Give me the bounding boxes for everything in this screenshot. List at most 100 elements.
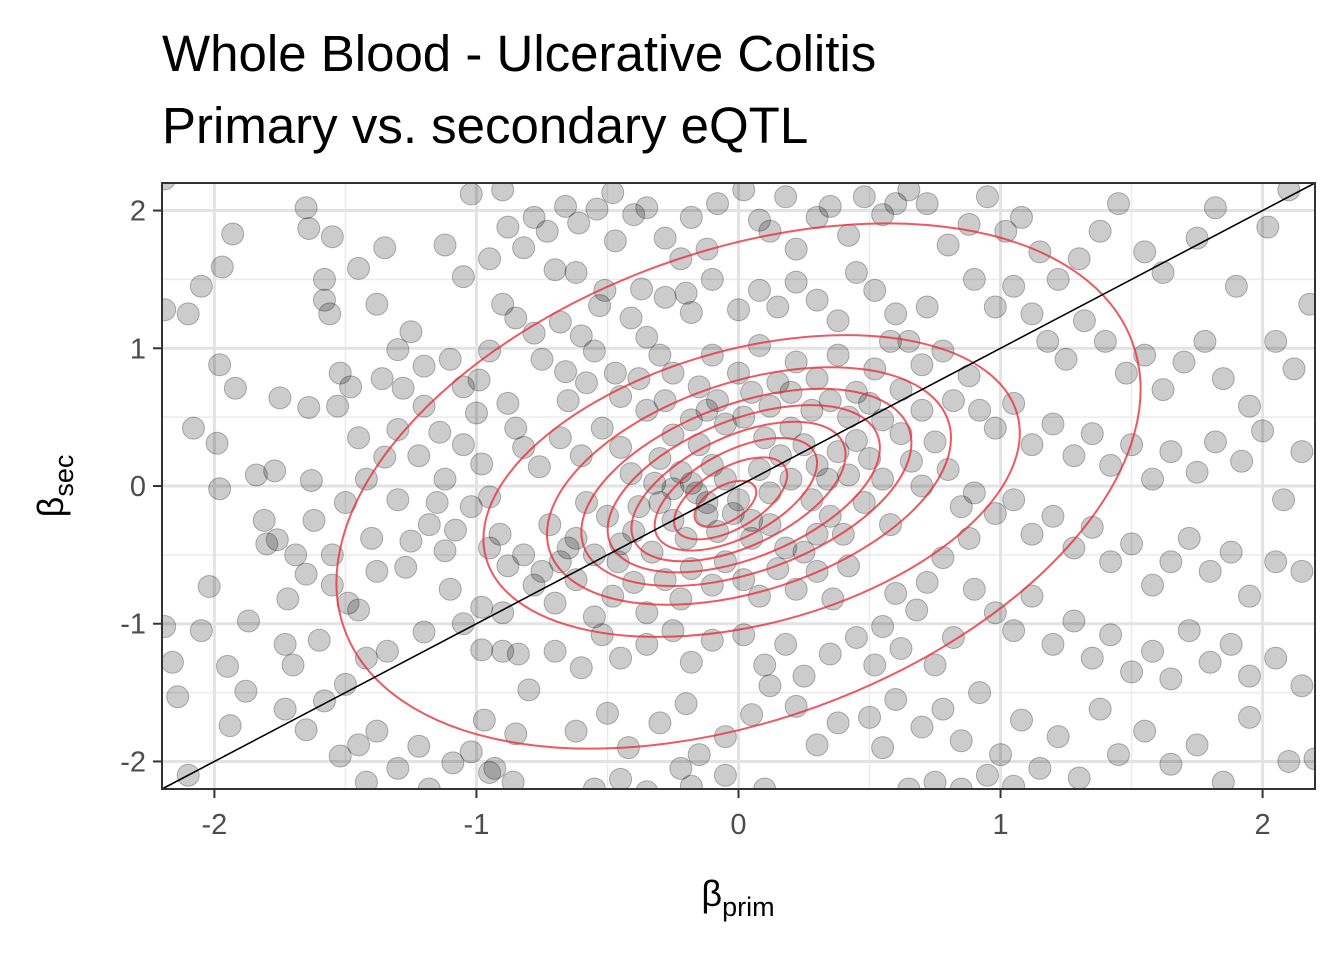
data-point	[949, 777, 973, 789]
data-point	[1020, 433, 1044, 457]
data-point	[1159, 440, 1183, 464]
data-point	[910, 398, 934, 422]
data-point	[941, 389, 965, 413]
data-point	[470, 595, 494, 619]
data-point	[1002, 774, 1026, 789]
data-point	[252, 508, 276, 532]
density-contour	[482, 334, 1021, 638]
data-point	[543, 591, 567, 615]
data-point	[962, 577, 986, 601]
y-tick-label: 1	[130, 333, 146, 365]
data-point	[386, 756, 410, 780]
data-point	[826, 309, 850, 333]
data-point	[805, 733, 829, 757]
y-tick-label: 2	[130, 196, 146, 228]
data-point	[491, 292, 515, 316]
y-tick-label: -2	[120, 746, 146, 778]
data-point	[1080, 646, 1104, 670]
data-point	[779, 416, 803, 440]
data-point	[1106, 743, 1130, 767]
data-point	[328, 361, 352, 385]
data-point	[706, 192, 730, 216]
y-axis: -2 -1 0 1 2	[120, 196, 162, 778]
data-point	[360, 526, 384, 550]
data-point	[1099, 550, 1123, 574]
data-point	[443, 518, 467, 542]
data-point	[669, 756, 693, 780]
data-point	[1211, 770, 1235, 789]
data-point	[320, 225, 344, 249]
data-point	[548, 310, 572, 334]
data-point	[1120, 532, 1144, 556]
data-point	[504, 722, 528, 746]
data-point	[208, 477, 232, 501]
data-point	[181, 416, 205, 440]
data-point	[223, 376, 247, 400]
data-point	[496, 554, 520, 578]
data-point	[459, 183, 483, 206]
data-point	[567, 211, 591, 235]
data-point	[512, 236, 536, 260]
data-point	[713, 725, 737, 749]
data-point	[1046, 267, 1070, 291]
data-point	[569, 656, 593, 680]
y-tick-label: 0	[130, 471, 146, 503]
plot-panel	[161, 182, 1316, 790]
data-point	[700, 343, 724, 367]
data-point	[407, 444, 431, 468]
data-point	[234, 679, 258, 703]
data-point	[1203, 196, 1227, 220]
data-point	[1159, 752, 1183, 776]
data-point	[162, 650, 184, 674]
data-point	[758, 481, 782, 505]
data-point	[1041, 412, 1065, 436]
data-point	[496, 215, 520, 239]
data-point	[464, 401, 488, 425]
data-point	[792, 664, 816, 688]
data-point	[162, 183, 176, 191]
data-point	[1067, 247, 1091, 271]
data-point	[758, 674, 782, 698]
data-point	[496, 391, 520, 415]
data-point	[1264, 646, 1288, 670]
data-point	[910, 474, 934, 498]
data-point	[588, 294, 612, 318]
data-point	[412, 354, 436, 378]
data-point	[635, 601, 659, 625]
data-point	[871, 408, 895, 432]
data-point	[1041, 632, 1065, 656]
data-point	[713, 467, 737, 491]
chart-title: Whole Blood - Ulcerative Colitis	[162, 25, 877, 82]
data-point	[1133, 719, 1157, 743]
data-point	[661, 619, 685, 643]
data-point	[1067, 766, 1091, 789]
data-point	[1237, 584, 1261, 608]
data-point	[488, 522, 512, 546]
data-point	[679, 300, 703, 324]
y-axis-subscript: sec	[49, 455, 79, 497]
data-point	[575, 371, 599, 395]
data-point	[653, 285, 677, 309]
data-point	[205, 431, 229, 455]
data-point	[871, 736, 895, 760]
data-point	[669, 587, 693, 611]
data-point	[653, 389, 677, 413]
data-point	[1198, 650, 1222, 674]
data-point	[543, 639, 567, 663]
data-point	[603, 361, 627, 385]
data-point	[747, 457, 771, 481]
data-point	[273, 632, 297, 656]
data-point	[425, 491, 449, 515]
data-point	[1251, 419, 1275, 443]
data-point	[265, 528, 289, 552]
data-point	[1211, 367, 1235, 391]
data-point	[837, 554, 861, 578]
data-point	[1177, 619, 1201, 643]
data-point	[635, 780, 658, 789]
data-point	[1151, 261, 1175, 285]
data-point	[863, 653, 887, 677]
data-point	[837, 223, 861, 247]
data-point	[451, 612, 475, 636]
data-point	[1002, 274, 1026, 298]
x-axis: -2 -1 0 1 2	[202, 789, 1271, 841]
